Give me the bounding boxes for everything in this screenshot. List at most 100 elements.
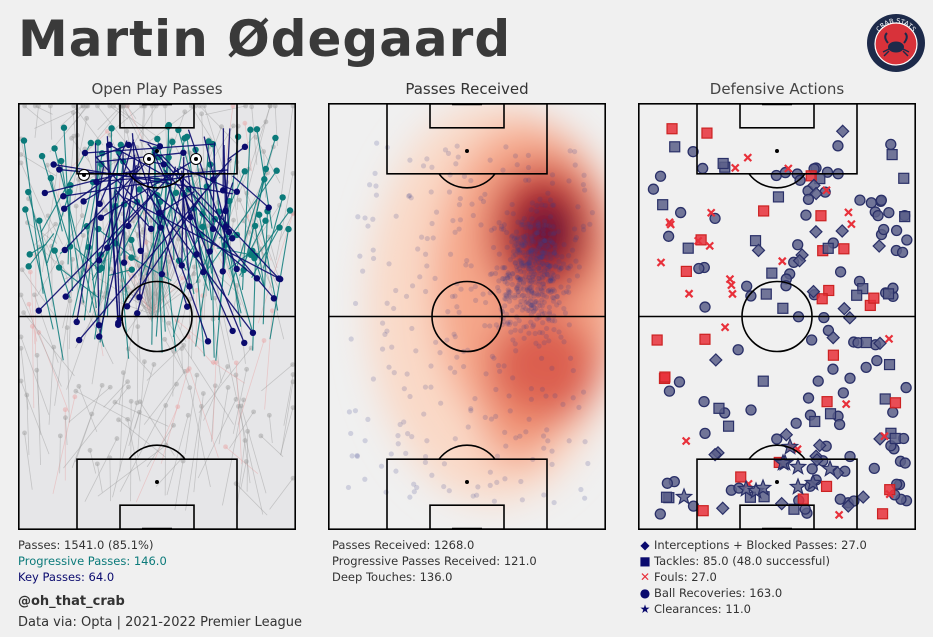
received-point bbox=[454, 304, 460, 310]
received-point bbox=[534, 230, 540, 236]
received-point bbox=[532, 260, 539, 266]
received-point bbox=[429, 164, 435, 170]
pass-line bbox=[34, 105, 39, 138]
received-point bbox=[515, 293, 522, 299]
progressive-pass-end bbox=[98, 160, 105, 168]
page-title: Martin Ødegaard bbox=[18, 10, 512, 68]
recovery-marker bbox=[654, 508, 666, 520]
received-point bbox=[537, 240, 543, 247]
pass-line bbox=[135, 406, 179, 503]
progressive-pass-end bbox=[51, 145, 58, 152]
pass-line bbox=[122, 105, 128, 197]
received-point bbox=[386, 261, 392, 267]
received-point bbox=[535, 219, 541, 225]
pass-end-point bbox=[267, 103, 273, 109]
pass-line bbox=[238, 406, 264, 515]
pass-end-point bbox=[185, 368, 191, 374]
received-point bbox=[545, 261, 551, 268]
received-point bbox=[547, 278, 554, 284]
received-point bbox=[541, 340, 547, 346]
received-point bbox=[515, 249, 521, 255]
progressive-pass-end bbox=[199, 223, 206, 231]
pass-line bbox=[26, 395, 30, 456]
received-point bbox=[520, 262, 526, 268]
received-point bbox=[545, 250, 551, 257]
received-point bbox=[514, 284, 520, 291]
received-point bbox=[526, 271, 533, 278]
received-point bbox=[515, 219, 521, 225]
received-point bbox=[413, 348, 419, 354]
pass-line bbox=[178, 125, 234, 215]
key-pass-line bbox=[99, 140, 128, 205]
received-point bbox=[502, 276, 508, 282]
received-point bbox=[545, 190, 551, 196]
pass-end-point bbox=[243, 103, 248, 109]
received-point bbox=[505, 270, 511, 276]
received-point bbox=[449, 293, 456, 300]
pass-end-point bbox=[234, 282, 240, 288]
received-point bbox=[409, 283, 416, 289]
received-pitch bbox=[328, 103, 606, 530]
pass-end-point bbox=[176, 236, 182, 242]
pass-line bbox=[249, 205, 280, 252]
received-point bbox=[502, 296, 508, 302]
received-point bbox=[456, 202, 463, 208]
received-point bbox=[496, 220, 502, 226]
received-point bbox=[528, 234, 535, 240]
received-point bbox=[428, 189, 434, 195]
received-point bbox=[549, 461, 555, 467]
received-point bbox=[421, 411, 427, 417]
received-point bbox=[535, 266, 541, 272]
received-point bbox=[545, 267, 551, 273]
key-pass-line bbox=[64, 151, 156, 251]
received-point bbox=[527, 224, 533, 230]
key-pass-line bbox=[100, 159, 196, 219]
key-pass-line bbox=[84, 143, 214, 154]
received-point bbox=[546, 311, 553, 317]
centre-circle bbox=[431, 280, 503, 353]
pass-line bbox=[187, 299, 191, 372]
defensive-pitch bbox=[638, 103, 916, 530]
received-point bbox=[372, 170, 378, 176]
recovery-marker bbox=[699, 427, 711, 439]
received-point bbox=[482, 299, 489, 306]
pass-end-point bbox=[27, 269, 33, 275]
received-point bbox=[352, 300, 359, 307]
received-point bbox=[409, 325, 415, 332]
pass-line bbox=[218, 387, 229, 445]
received-point bbox=[507, 289, 513, 295]
progressive-pass-line bbox=[206, 170, 278, 271]
received-point bbox=[418, 234, 425, 240]
progressive-pass-end bbox=[60, 124, 68, 131]
received-point bbox=[555, 228, 561, 235]
received-point bbox=[528, 303, 534, 309]
pass-end-point bbox=[212, 295, 218, 301]
pass-end-point bbox=[34, 352, 40, 358]
received-point bbox=[404, 371, 410, 377]
pass-end-point bbox=[267, 103, 273, 109]
pass-line bbox=[78, 386, 98, 433]
pass-end-point bbox=[187, 296, 193, 302]
tackle-marker bbox=[883, 358, 896, 371]
centre-circle bbox=[741, 280, 813, 353]
tackle-marker bbox=[766, 267, 778, 279]
progressive-pass-line bbox=[60, 160, 85, 303]
received-point bbox=[512, 292, 518, 299]
received-point bbox=[526, 285, 532, 292]
received-point bbox=[552, 393, 558, 399]
pass-end-point bbox=[104, 128, 110, 134]
received-point bbox=[546, 263, 552, 269]
received-point bbox=[525, 307, 531, 313]
recovery-marker bbox=[860, 361, 872, 373]
pass-end-point bbox=[111, 103, 117, 109]
pass-end-point bbox=[18, 152, 24, 157]
pass-end-point bbox=[140, 229, 145, 235]
received-point bbox=[502, 292, 508, 298]
received-point bbox=[513, 229, 520, 235]
key-pass-line bbox=[95, 152, 184, 163]
received-point bbox=[514, 304, 520, 310]
author-handle: @oh_that_crab bbox=[18, 594, 125, 609]
pass-line bbox=[213, 362, 246, 384]
pass-line bbox=[138, 226, 152, 320]
key-pass-line bbox=[222, 128, 231, 272]
